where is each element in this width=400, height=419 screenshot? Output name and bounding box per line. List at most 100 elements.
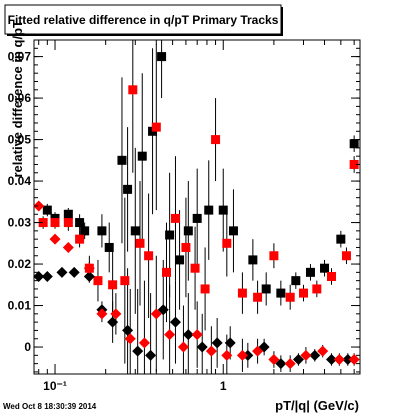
y-tick-label: 0.03 <box>8 216 32 230</box>
data-point-square <box>170 213 180 223</box>
data-point-square <box>218 205 228 215</box>
data-point-square <box>192 213 202 223</box>
data-point-square <box>320 263 330 273</box>
data-point-diamond <box>275 358 287 370</box>
data-point-diamond <box>268 353 280 365</box>
data-point-diamond <box>164 329 176 341</box>
data-point-square <box>75 218 85 228</box>
data-point-diamond <box>33 270 45 282</box>
data-point-diamond <box>157 304 169 316</box>
data-point-diamond <box>309 349 321 361</box>
data-point-square <box>123 184 133 194</box>
data-point-square <box>63 218 73 228</box>
data-point-diamond <box>124 333 136 345</box>
data-point-diamond <box>211 337 223 349</box>
data-point-square <box>130 226 140 236</box>
title-box-shadow <box>281 7 283 36</box>
data-point-square <box>38 218 48 228</box>
axis-layer: 0 0.01 0.02 0.03 0.04 0.05 0.06 0.07 10⁻¹ 1 <box>8 40 360 393</box>
data-point-square <box>349 139 359 149</box>
x-tick-label: 1 <box>220 379 227 393</box>
data-point-square <box>253 292 263 302</box>
data-point-square <box>326 271 336 281</box>
data-point-diamond <box>96 308 108 320</box>
data-point-square <box>183 226 193 236</box>
timestamp: Wed Oct 8 18:30:39 2014 <box>3 402 97 411</box>
data-point-square <box>42 205 52 215</box>
data-point-square <box>248 255 258 265</box>
data-point-square <box>157 52 167 62</box>
data-point-square <box>237 288 247 298</box>
data-point-square <box>181 242 191 252</box>
data-point-square <box>299 288 309 298</box>
data-point-square <box>120 276 130 286</box>
title-box-shadow-bottom <box>7 34 283 36</box>
data-point-diamond <box>145 349 157 361</box>
data-point-square <box>341 251 351 261</box>
data-point-diamond <box>196 341 208 353</box>
data-point-square <box>204 205 214 215</box>
data-point-square <box>80 226 90 236</box>
data-point-diamond <box>41 270 53 282</box>
y-tick-label: 0.02 <box>8 257 32 271</box>
y-tick-label: 0.04 <box>8 174 32 188</box>
data-point-diamond <box>132 345 144 357</box>
data-point-square <box>97 226 107 236</box>
data-point-diamond <box>56 266 68 278</box>
data-point-diamond <box>33 200 45 212</box>
data-point-diamond <box>292 353 304 365</box>
x-axis-label: pT/|q| (GeV/c) <box>275 398 359 413</box>
data-point-diamond <box>342 353 354 365</box>
y-axis-label: relative difference in q/pT <box>10 20 25 178</box>
data-point-square <box>285 292 295 302</box>
data-point-square <box>144 251 154 261</box>
data-point-diamond <box>110 308 122 320</box>
data-point-square <box>137 151 147 161</box>
data-point-square <box>50 218 60 228</box>
data-point-square <box>211 135 221 145</box>
data-point-diamond <box>49 233 61 245</box>
data-point-diamond <box>62 241 74 253</box>
y-tick-label: 0.06 <box>8 91 32 105</box>
data-point-square <box>108 280 118 290</box>
data-point-square <box>200 284 210 294</box>
data-point-diamond <box>224 337 236 349</box>
data-point-square <box>175 255 185 265</box>
data-point-diamond <box>138 337 150 349</box>
data-markers <box>33 52 360 370</box>
data-point-square <box>135 238 145 248</box>
data-point-square <box>93 276 103 286</box>
data-point-diamond <box>205 345 217 357</box>
data-point-diamond <box>236 349 248 361</box>
data-point-diamond <box>333 353 345 365</box>
data-point-diamond <box>150 308 162 320</box>
data-point-square <box>261 284 271 294</box>
data-point-square <box>222 238 232 248</box>
data-point-square <box>117 155 127 165</box>
data-point-square <box>162 267 172 277</box>
chart-title: Fitted relative difference in q/pT Prima… <box>8 13 279 27</box>
data-point-square <box>228 226 238 236</box>
data-point-diamond <box>348 353 360 365</box>
data-point-diamond <box>68 266 80 278</box>
y-tick-label: 0.07 <box>8 50 32 64</box>
data-point-square <box>305 267 315 277</box>
data-point-diamond <box>177 341 189 353</box>
data-point-square <box>276 288 286 298</box>
data-point-diamond <box>252 345 264 357</box>
y-tick-label: 0 <box>24 340 31 354</box>
data-point-diamond <box>325 353 337 365</box>
data-point-diamond <box>317 345 329 357</box>
data-point-diamond <box>169 316 181 328</box>
data-point-diamond <box>191 329 203 341</box>
data-point-square <box>63 209 73 219</box>
data-point-diamond <box>83 270 95 282</box>
data-point-square <box>291 276 301 286</box>
data-point-diamond <box>83 262 95 274</box>
data-point-square <box>336 234 346 244</box>
data-point-square <box>75 234 85 244</box>
data-point-square <box>104 242 114 252</box>
data-point-square <box>269 251 279 261</box>
data-point-square <box>349 159 359 169</box>
